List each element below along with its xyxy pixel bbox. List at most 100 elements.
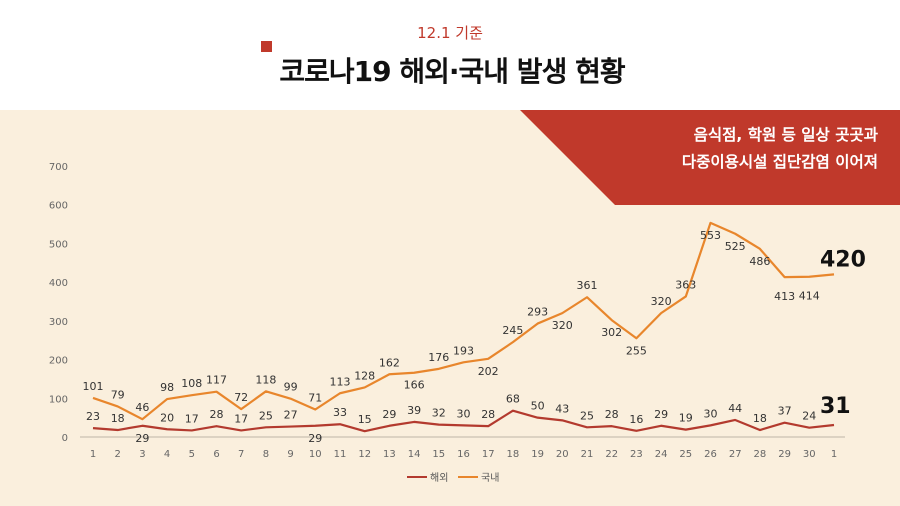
x-tick-label: 20 xyxy=(556,449,569,460)
banner-shape xyxy=(520,110,900,205)
x-tick-label: 26 xyxy=(704,449,717,460)
legend-label-1: 국내 xyxy=(481,472,499,484)
data-label-overseas: 37 xyxy=(778,405,792,418)
data-label-overseas: 30 xyxy=(457,407,471,420)
data-label-domestic: 176 xyxy=(428,351,449,364)
x-tick-label: 13 xyxy=(383,449,396,460)
data-label-domestic: 293 xyxy=(527,306,548,319)
x-tick-label: 6 xyxy=(213,449,219,460)
x-tick-label: 29 xyxy=(778,449,791,460)
y-tick-label: 300 xyxy=(49,317,68,328)
data-label-overseas: 44 xyxy=(728,402,742,415)
y-tick-label: 700 xyxy=(49,162,68,173)
data-label-domestic: 113 xyxy=(330,375,351,388)
data-label-domestic: 162 xyxy=(379,356,400,369)
data-label-domestic: 108 xyxy=(181,377,202,390)
y-tick-label: 500 xyxy=(49,239,68,250)
x-tick-label: 25 xyxy=(679,449,692,460)
data-label-overseas: 19 xyxy=(679,412,693,425)
data-label-overseas: 32 xyxy=(432,407,446,420)
data-label-overseas: 30 xyxy=(704,407,718,420)
data-label-overseas: 43 xyxy=(555,402,569,415)
data-label-domestic: 166 xyxy=(404,379,425,392)
data-label-domestic: 553 xyxy=(700,229,721,242)
x-tick-label: 17 xyxy=(482,449,495,460)
x-tick-label: 4 xyxy=(164,449,170,460)
data-label-domestic: 71 xyxy=(308,392,322,405)
data-label-domestic: 486 xyxy=(749,255,770,268)
data-label-overseas: 25 xyxy=(580,409,594,422)
data-label-overseas: 17 xyxy=(234,412,248,425)
data-label-overseas: 25 xyxy=(259,409,273,422)
series-line-0 xyxy=(92,409,835,433)
legend-label-0: 해외 xyxy=(430,471,448,484)
x-tick-label: 10 xyxy=(309,449,322,460)
x-tick-label: 27 xyxy=(729,449,742,460)
y-tick-label: 600 xyxy=(49,201,68,212)
data-label-domestic: 128 xyxy=(354,369,375,382)
data-label-domestic: 245 xyxy=(502,324,523,337)
x-tick-label: 23 xyxy=(630,449,643,460)
x-tick-label: 1 xyxy=(831,449,837,460)
y-tick-label: 200 xyxy=(49,356,68,367)
data-label-domestic: 99 xyxy=(284,381,298,394)
data-label-domestic: 320 xyxy=(552,319,573,332)
data-label-overseas: 18 xyxy=(753,412,767,425)
data-label-domestic: 414 xyxy=(799,290,820,303)
x-tick-label: 5 xyxy=(189,449,195,460)
data-label-domestic: 72 xyxy=(234,391,248,404)
page-title-text: 코로나19 해외·국내 발생 현황 xyxy=(279,55,625,88)
x-tick-label: 18 xyxy=(507,449,520,460)
data-label-overseas: 24 xyxy=(802,410,816,423)
data-label-domestic: 202 xyxy=(478,365,499,378)
data-label-overseas: 29 xyxy=(654,408,668,421)
data-label-overseas: 29 xyxy=(308,432,322,445)
date-label: 12.1 기준 xyxy=(417,24,483,42)
data-label-overseas: 23 xyxy=(86,410,100,423)
x-tick-label: 8 xyxy=(263,449,269,460)
data-label-overseas: 28 xyxy=(481,408,495,421)
data-label-overseas: 31 xyxy=(820,394,851,419)
data-label-overseas: 20 xyxy=(160,411,174,424)
data-label-domestic: 320 xyxy=(651,295,672,308)
x-tick-label: 2 xyxy=(115,449,121,460)
data-label-overseas: 28 xyxy=(210,408,224,421)
data-label-domestic: 98 xyxy=(160,381,174,394)
x-tick-label: 28 xyxy=(754,449,767,460)
y-tick-label: 0 xyxy=(62,433,68,444)
series-line-1 xyxy=(92,221,835,421)
data-label-overseas: 68 xyxy=(506,393,520,406)
data-label-domestic: 413 xyxy=(774,290,795,303)
data-label-overseas: 29 xyxy=(382,408,396,421)
x-tick-label: 21 xyxy=(581,449,594,460)
x-tick-label: 30 xyxy=(803,449,816,460)
x-tick-label: 19 xyxy=(531,449,544,460)
banner-line-2: 다중이용시설 집단감염 이어져 xyxy=(681,153,878,171)
data-label-overseas: 17 xyxy=(185,412,199,425)
data-label-overseas: 29 xyxy=(135,432,149,445)
x-tick-label: 16 xyxy=(457,449,470,460)
data-label-domestic: 420 xyxy=(820,247,866,272)
data-label-domestic: 361 xyxy=(577,279,598,292)
x-tick-label: 24 xyxy=(655,449,668,460)
title-wrap: 코로나19 해외·국내 발생 현황 xyxy=(0,41,900,90)
data-label-domestic: 193 xyxy=(453,344,474,357)
header: 12.1 기준 코로나19 해외·국내 발생 현황 xyxy=(0,0,900,110)
data-label-overseas: 33 xyxy=(333,406,347,419)
data-label-domestic: 117 xyxy=(206,374,227,387)
x-tick-label: 11 xyxy=(334,449,347,460)
data-label-overseas: 27 xyxy=(284,409,298,422)
data-label-overseas: 28 xyxy=(605,408,619,421)
page-title: 코로나19 해외·국내 발생 현황 xyxy=(261,41,626,90)
data-label-overseas: 39 xyxy=(407,404,421,417)
data-label-domestic: 79 xyxy=(111,388,125,401)
data-label-overseas: 15 xyxy=(358,413,372,426)
x-tick-label: 9 xyxy=(287,449,293,460)
y-tick-label: 100 xyxy=(49,394,68,405)
x-tick-label: 14 xyxy=(408,449,421,460)
x-tick-label: 15 xyxy=(432,449,445,460)
data-label-domestic: 46 xyxy=(135,401,149,414)
data-label-domestic: 118 xyxy=(255,373,276,386)
x-tick-label: 7 xyxy=(238,449,244,460)
banner-text: 음식점, 학원 등 일상 곳곳과 다중이용시설 집단감염 이어져 xyxy=(682,122,878,176)
